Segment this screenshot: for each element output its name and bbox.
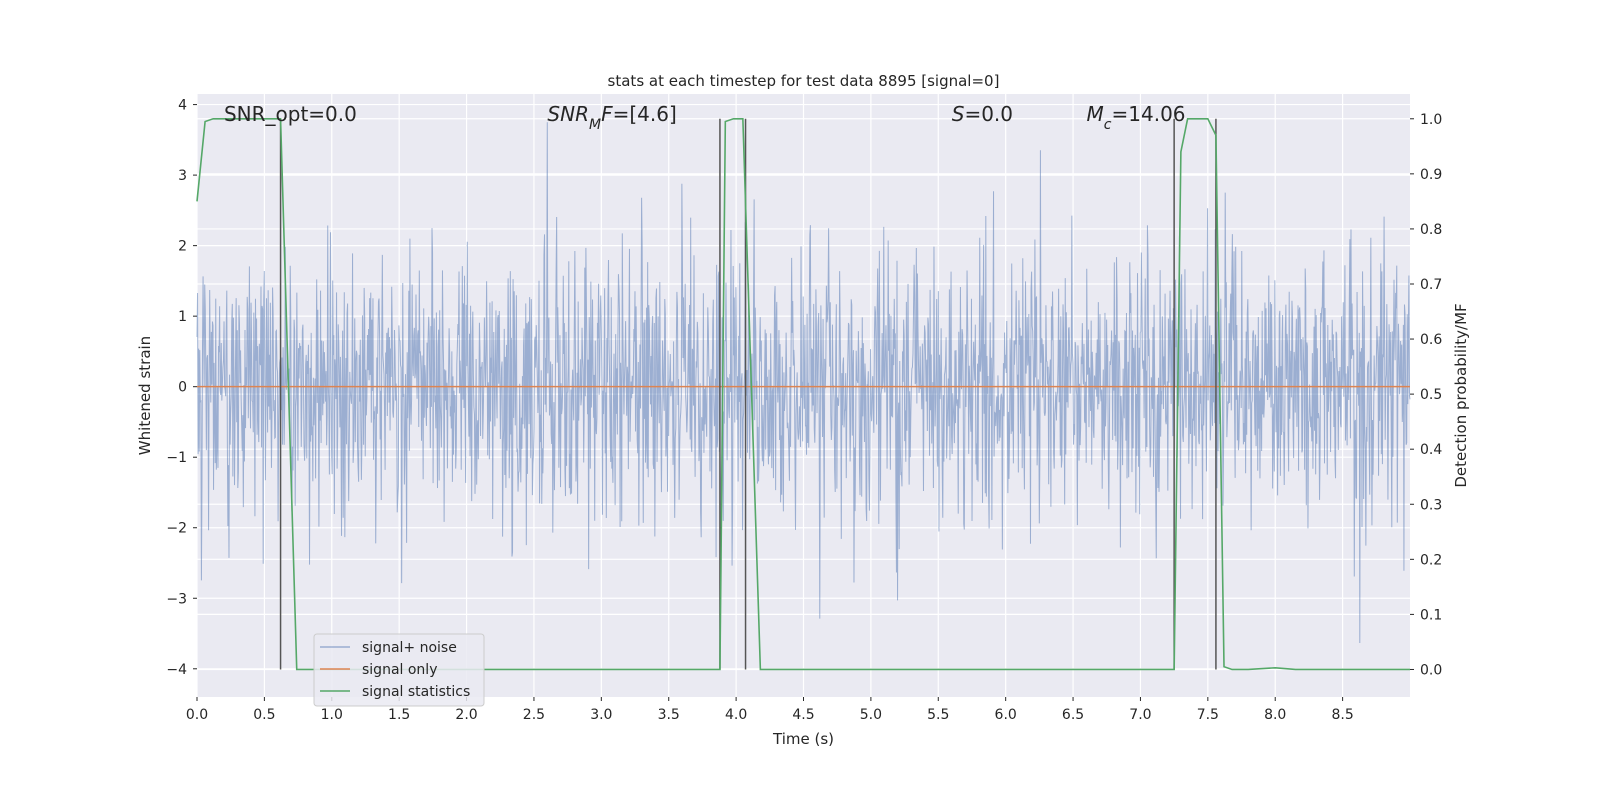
legend-box	[313, 633, 485, 707]
x-tick-label: 2.0	[455, 707, 477, 723]
x-tick-label: 3.5	[658, 707, 680, 723]
x-axis-label: Time (s)	[772, 730, 834, 748]
y-tick-label: 1	[178, 309, 187, 325]
x-tick-label: 0.5	[253, 707, 275, 723]
x-tick-label: 0.0	[186, 707, 208, 723]
annotation-part: S	[952, 102, 965, 126]
y-tick-label: −4	[166, 662, 187, 678]
y2-tick-label: 0.9	[1420, 167, 1442, 183]
y2-tick-label: 0.3	[1420, 497, 1442, 513]
annotation: SNR_opt=0.0	[224, 102, 357, 126]
annotation: S=0.0	[952, 102, 1013, 126]
x-tick-label: 4.5	[792, 707, 814, 723]
y2-axis-label: Detection probability/MF	[1452, 303, 1470, 487]
x-tick-label: 5.0	[860, 707, 882, 723]
annotation-part: SNR	[547, 102, 589, 126]
x-tick-label: 1.0	[321, 707, 343, 723]
y-axis-label: Whitened strain	[136, 336, 154, 455]
annotation: Mc=14.06	[1087, 102, 1186, 133]
annotation-part: M	[1087, 102, 1104, 126]
legend: signal+ noise signal only signal statist…	[313, 633, 485, 707]
annotation-part: =0.0	[964, 102, 1013, 126]
x-tick-label: 7.0	[1129, 707, 1151, 723]
x-tick-label: 1.5	[388, 707, 410, 723]
annotations: SNR_opt=0.0 SNRMF=[4.6] S=0.0 Mc=14.06	[224, 102, 1186, 133]
y-tick-label: 4	[178, 98, 187, 114]
signal-statistics-series	[196, 117, 1410, 671]
y2-tick-label: 0.2	[1420, 552, 1442, 568]
legend-label-signal-noise: signal+ noise	[362, 640, 457, 656]
y2-tick-label: 0.1	[1420, 607, 1442, 623]
y-tick-label: −1	[166, 450, 187, 466]
x-tick-label: 5.5	[927, 707, 949, 723]
annotation-part: c	[1104, 117, 1112, 133]
chart-title: stats at each timestep for test data 889…	[608, 72, 1000, 90]
x-tick-label: 7.5	[1197, 707, 1219, 723]
x-tick-label: 4.0	[725, 707, 747, 723]
y-tick-label: 0	[178, 380, 187, 396]
y2-tick-label: 0.0	[1420, 662, 1442, 678]
y2-tick-label: 0.5	[1420, 387, 1442, 403]
x-tick-label: 3.0	[590, 707, 612, 723]
y2-tick-label: 1.0	[1420, 112, 1442, 128]
x-tick-label: 8.5	[1331, 707, 1353, 723]
y-tick-label: 3	[178, 168, 187, 184]
signal-noise-series	[196, 122, 1411, 643]
x-tick-label: 6.0	[995, 707, 1017, 723]
x-axis-ticks: 0.0 0.5 1.0 1.5 2.0 2.5 3.0 3.5 4.0 4.5 5.0 5.5 6.0 6…	[186, 697, 1354, 723]
legend-label-signal-only: signal only	[362, 662, 437, 678]
x-tick-label: 6.5	[1062, 707, 1084, 723]
y-tick-label: 2	[178, 239, 187, 255]
annotation-part: SNR_opt=0.0	[224, 102, 357, 126]
annotation: SNRMF=[4.6]	[547, 102, 676, 133]
x-tick-label: 2.5	[523, 707, 545, 723]
y-tick-label: −2	[166, 521, 187, 537]
y-tick-label: −3	[166, 591, 187, 607]
annotation-part: =[4.6]	[613, 102, 677, 126]
annotation-part: =14.06	[1112, 102, 1186, 126]
y-axis-ticks: −4 −3 −2 −1 0 1 2 3 4	[166, 98, 197, 678]
x-tick-label: 8.0	[1264, 707, 1286, 723]
y2-axis-ticks: 0.0 0.1 0.2 0.3 0.4 0.5 0.6 0.7 0.8 0.9 1.0	[1410, 112, 1442, 678]
signal-statistics-line	[196, 117, 1410, 671]
annotation-part: M	[589, 117, 601, 133]
legend-label-signal-statistics: signal statistics	[362, 684, 470, 700]
y2-tick-label: 0.6	[1420, 332, 1442, 348]
y2-tick-label: 0.7	[1420, 277, 1442, 293]
y2-tick-label: 0.8	[1420, 222, 1442, 238]
signal-noise-line	[196, 122, 1411, 643]
annotation-part: F	[601, 102, 613, 126]
y2-tick-label: 0.4	[1420, 442, 1442, 458]
